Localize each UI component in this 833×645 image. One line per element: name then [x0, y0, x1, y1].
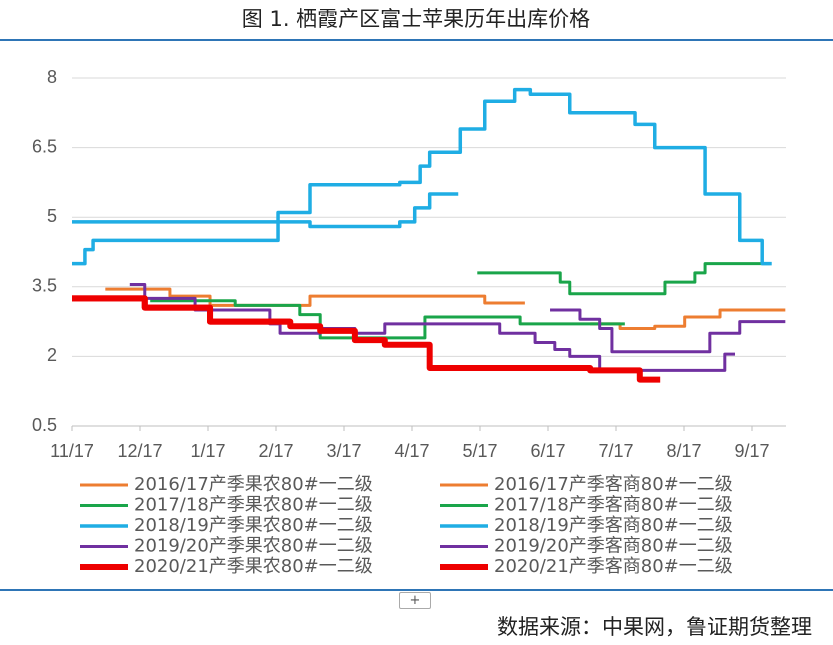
y-tick-label: 0.5 [32, 415, 57, 435]
legend-label: 2017/18产季客商80#一二级 [494, 495, 733, 516]
x-tick-label: 9/17 [734, 441, 769, 461]
series-line [550, 308, 786, 354]
legend-label: 2018/19产季客商80#一二级 [494, 515, 733, 536]
x-tick-label: 8/17 [666, 441, 701, 461]
y-tick-label: 6.5 [32, 136, 57, 156]
legend-label: 2017/18产季果农80#一二级 [134, 495, 373, 516]
y-tick-label: 2 [47, 345, 57, 365]
legend-label: 2016/17产季客商80#一二级 [494, 474, 733, 495]
x-tick-label: 6/17 [530, 441, 565, 461]
legend-label: 2019/20产季客商80#一二级 [494, 536, 733, 557]
y-tick-label: 3.5 [32, 276, 57, 296]
series-line [72, 192, 459, 266]
x-tick-label: 5/17 [462, 441, 497, 461]
legend-label: 2018/19产季果农80#一二级 [134, 515, 373, 536]
legend-label: 2016/17产季果农80#一二级 [134, 474, 373, 495]
expand-button[interactable]: + [399, 592, 431, 609]
x-tick-label: 1/17 [190, 441, 225, 461]
x-tick-label: 3/17 [326, 441, 361, 461]
x-tick-label: 12/17 [117, 441, 162, 461]
series-line [477, 262, 770, 296]
x-tick-label: 2/17 [258, 441, 293, 461]
legend-label: 2019/20产季果农80#一二级 [134, 536, 373, 557]
x-tick-label: 4/17 [394, 441, 429, 461]
source-note: 数据来源：中果网，鲁证期货整理 [497, 615, 812, 639]
series-line [72, 87, 772, 266]
legend-label: 2020/21产季果农80#一二级 [134, 556, 373, 577]
series-line [129, 282, 735, 372]
series-line [590, 308, 786, 331]
y-tick-label: 5 [47, 206, 57, 226]
x-tick-label: 7/17 [598, 441, 633, 461]
x-tick-label: 11/17 [50, 441, 94, 461]
legend-label: 2020/21产季客商80#一二级 [494, 556, 733, 577]
chart-title: 图 1. 栖霞产区富士苹果历年出库价格 [242, 7, 590, 31]
series-line [72, 295, 291, 325]
y-tick-label: 8 [47, 67, 57, 87]
